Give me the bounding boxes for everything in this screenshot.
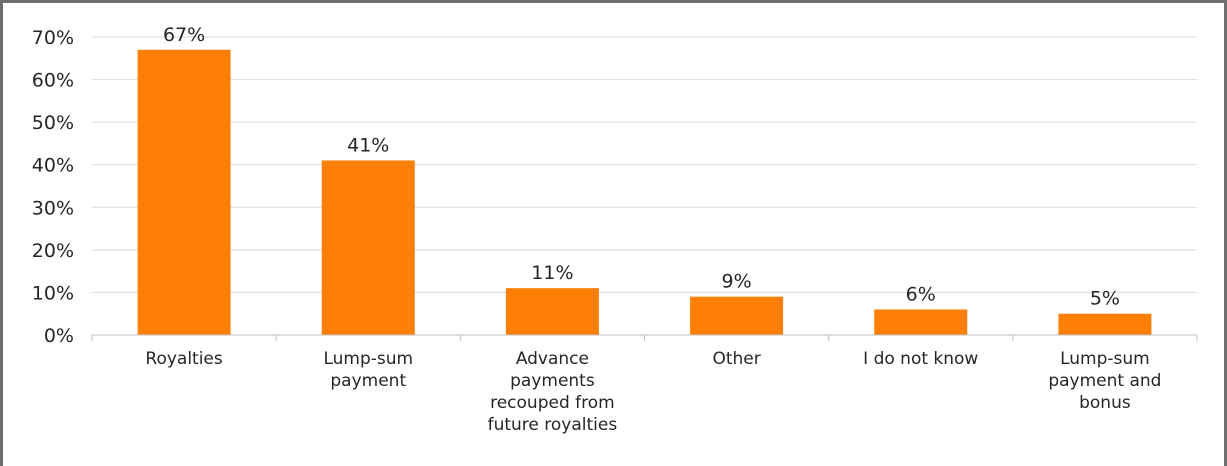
category-label: Advance payments recouped from future royal… <box>488 349 618 435</box>
category-label: Lump-sum payment and bonus <box>1048 349 1161 413</box>
data-label: 9% <box>722 271 752 293</box>
y-tick-label: 0% <box>44 325 74 347</box>
data-label: 67% <box>163 24 205 46</box>
gridlines <box>92 36 1197 293</box>
bar <box>321 160 415 335</box>
y-tick-label: 60% <box>32 70 74 92</box>
data-labels: 67% 41% 11% 9% 6% 5% <box>163 24 1120 310</box>
data-label: 6% <box>906 283 936 305</box>
data-label: 5% <box>1090 288 1120 310</box>
y-axis-ticks: 0% 10% 20% 30% 40% 50% 60% 70% <box>32 27 74 347</box>
category-label: Other <box>712 349 760 369</box>
y-tick-label: 50% <box>32 112 74 134</box>
category-labels: Royalties Lump-sum payment Advance payments r… <box>145 349 1161 435</box>
bar <box>505 288 599 335</box>
bar <box>137 49 231 336</box>
bar <box>690 296 784 335</box>
bar <box>874 309 968 335</box>
y-tick-label: 30% <box>32 197 74 219</box>
bars <box>137 49 1152 336</box>
y-tick-label: 20% <box>32 240 74 262</box>
y-tick-label: 40% <box>32 155 74 177</box>
category-label: Royalties <box>145 349 222 369</box>
category-label: Lump-sum payment <box>323 349 413 391</box>
category-label: I do not know <box>863 349 978 369</box>
y-tick-label: 10% <box>32 282 74 304</box>
data-label: 41% <box>347 134 389 156</box>
y-tick-label: 70% <box>32 27 74 49</box>
x-axis <box>91 334 1198 341</box>
bar <box>1058 313 1152 335</box>
data-label: 11% <box>531 262 573 284</box>
